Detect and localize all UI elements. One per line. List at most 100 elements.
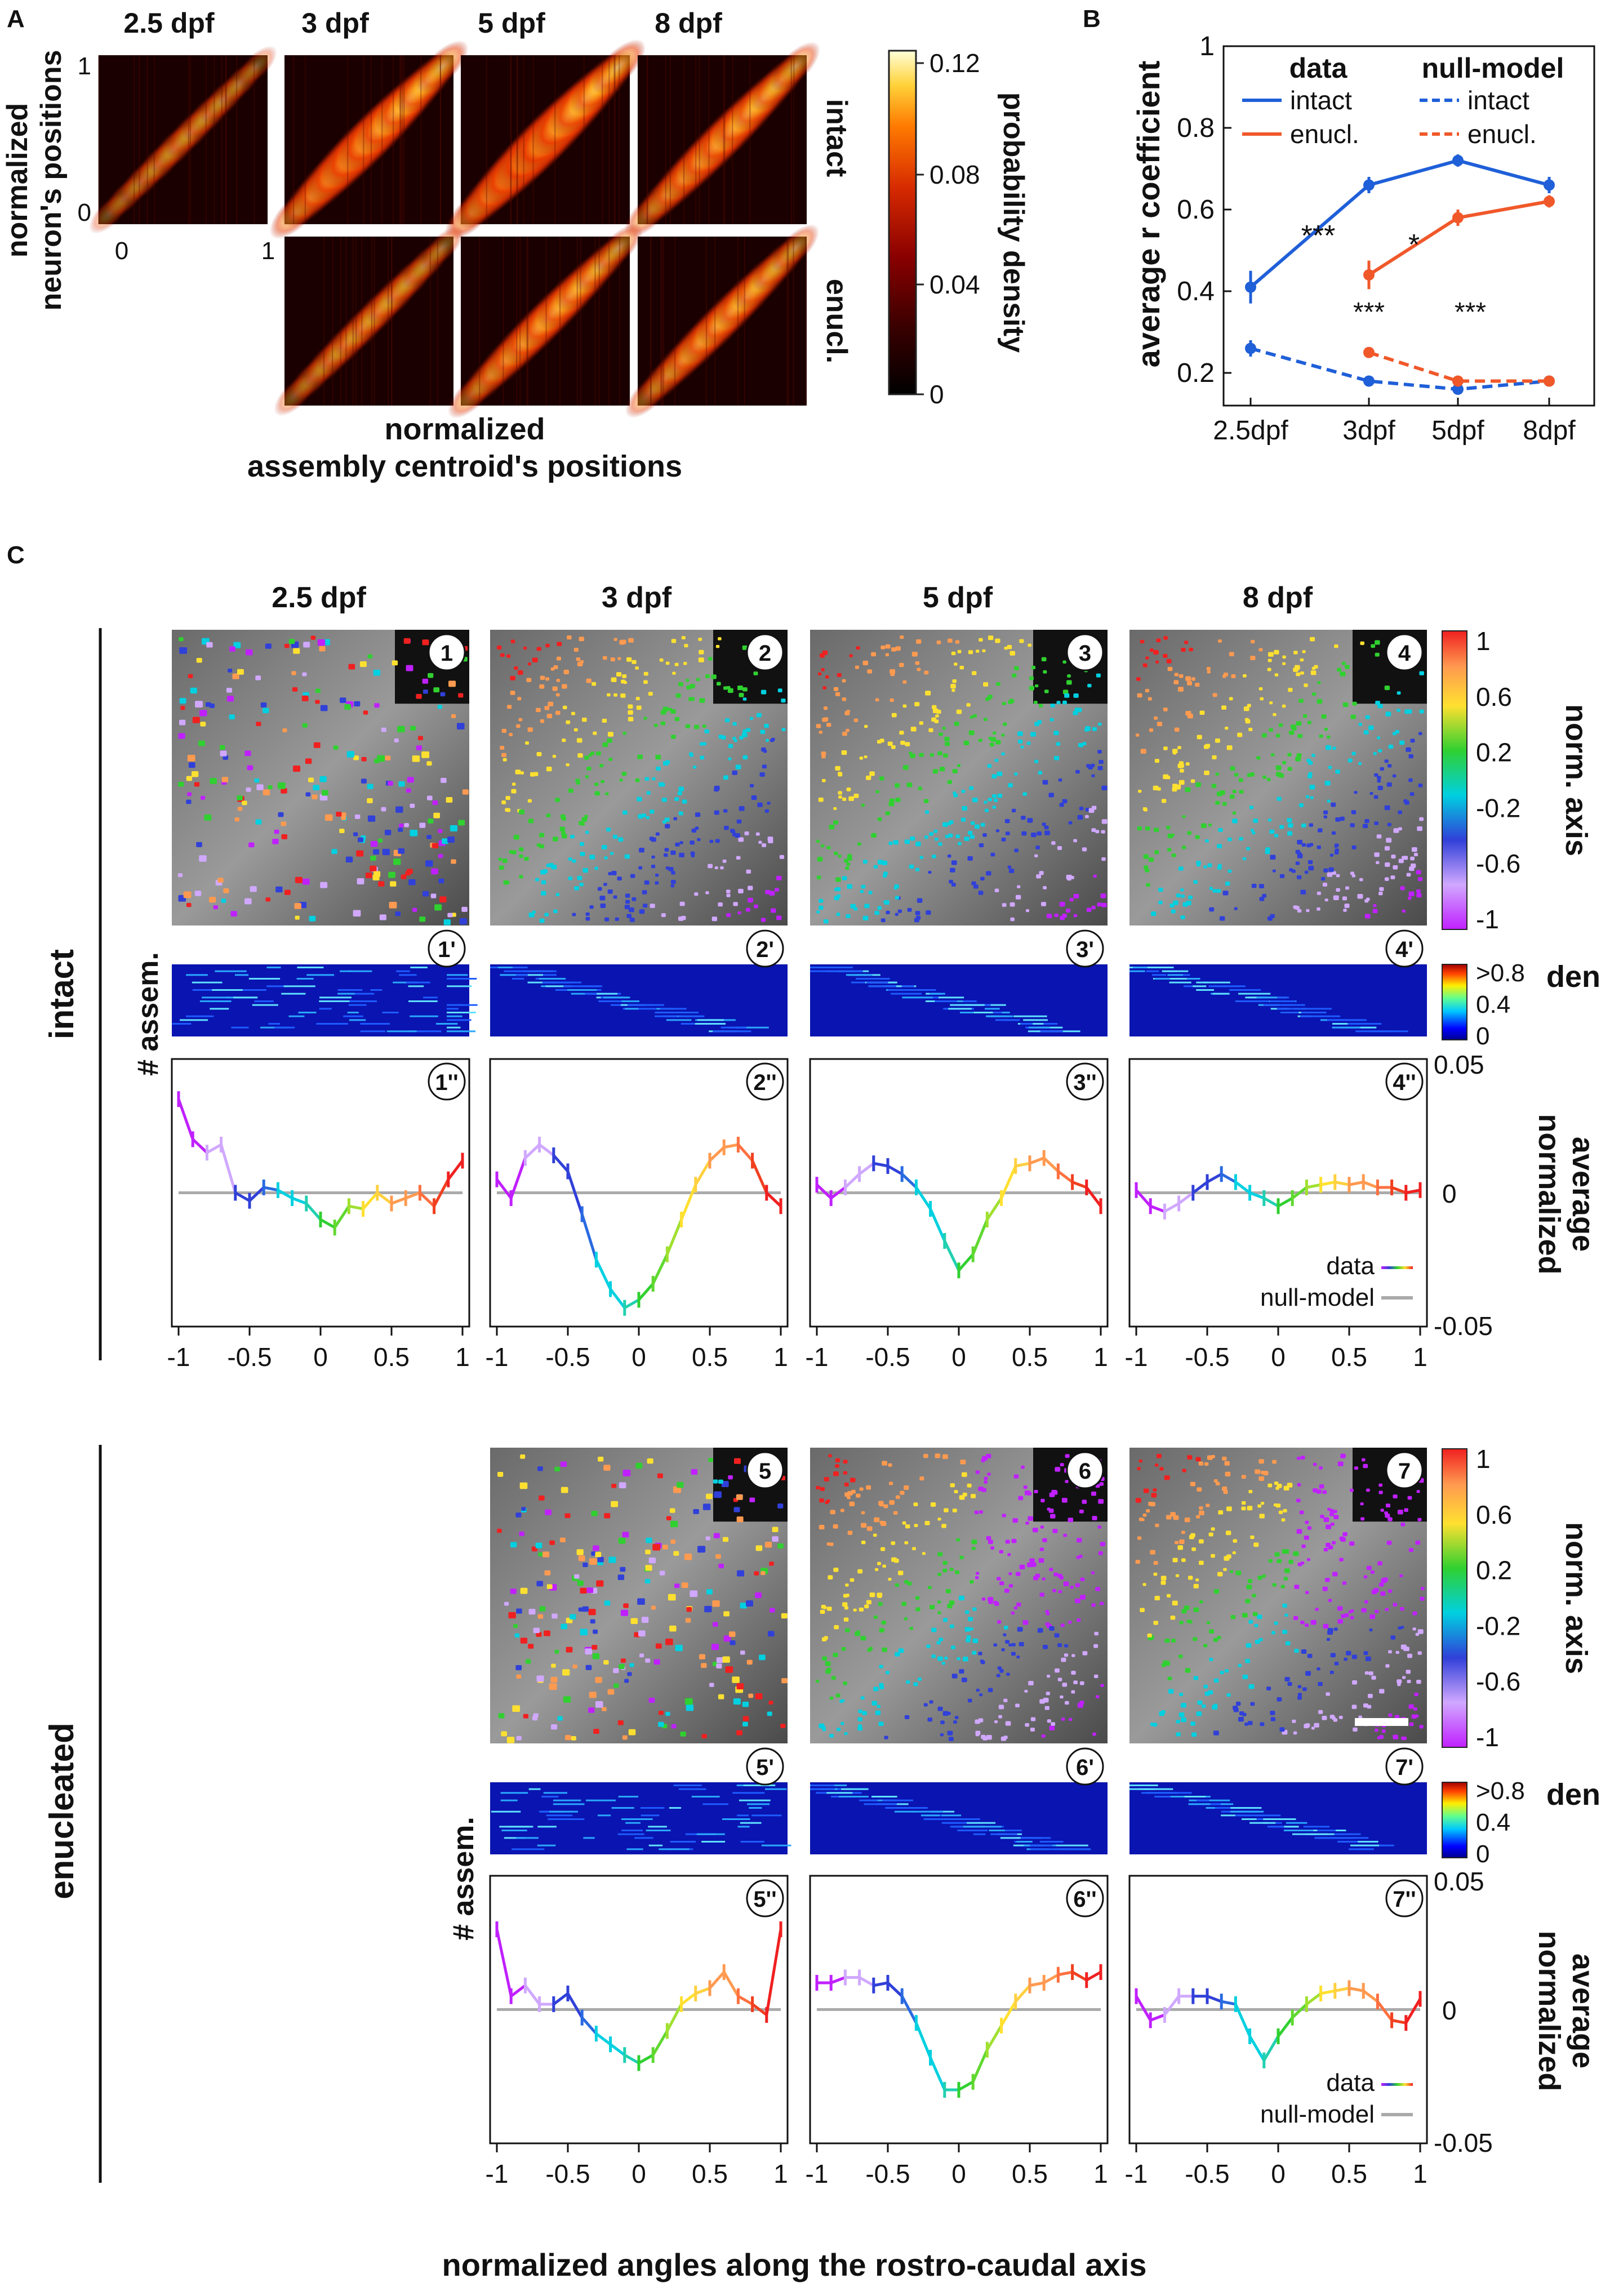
panelB-point bbox=[1452, 375, 1464, 387]
panelA-ylabel-line2: neuron's positions bbox=[35, 50, 68, 310]
panelA-xtick-left: 0 bbox=[115, 237, 128, 265]
heatmap-intact-3 bbox=[624, 42, 820, 238]
panelC-xtick: 1 bbox=[773, 2159, 788, 2188]
panelB-ytick: 1 bbox=[1199, 32, 1215, 61]
scale-bar bbox=[1355, 1718, 1408, 1726]
panelB-point bbox=[1544, 179, 1555, 191]
panelA-colorbar-tick: 0.04 bbox=[930, 270, 980, 299]
norm-axis-tick: 0.6 bbox=[1476, 1500, 1512, 1529]
panelC-xtick: 1 bbox=[1093, 1342, 1108, 1372]
badge-intact-dprime: 3'' bbox=[1073, 1070, 1096, 1095]
neuron-image-enucleated-2 bbox=[1129, 1448, 1427, 1743]
panelA-ytick-top: 1 bbox=[78, 52, 91, 80]
badge-intact: 3 bbox=[1079, 641, 1091, 666]
norm-axis-label: norm. axis bbox=[1559, 704, 1593, 856]
panelC-age-1: 3 dpf bbox=[602, 581, 672, 614]
panelC-xtick: 1 bbox=[1413, 1342, 1427, 1372]
avg-curve-intact-2: -1 -0.5 0 0.5 1 bbox=[806, 1058, 1109, 1372]
heatmap-enucl-3 bbox=[625, 224, 820, 419]
panelA-colorbar-tick: 0.12 bbox=[930, 48, 980, 78]
heatmap-intact-0 bbox=[89, 46, 277, 234]
panelC-xtick: 0 bbox=[951, 2159, 966, 2188]
dens-tick: 0.4 bbox=[1476, 991, 1510, 1018]
bottom-xlabel: normalized angles along the rostro-cauda… bbox=[442, 2247, 1147, 2282]
legend-null-intact: intact bbox=[1467, 86, 1529, 115]
norm-avg-label-1: normalized bbox=[1532, 1930, 1566, 2091]
badge-intact-prime: 3' bbox=[1076, 937, 1094, 962]
panelC-age-0: 2.5 dpf bbox=[272, 581, 366, 614]
badge-intact-dprime: 1'' bbox=[435, 1070, 458, 1095]
panelB-point bbox=[1452, 212, 1464, 224]
panelC-xtick: 1 bbox=[455, 1342, 470, 1372]
dens-tick: >0.8 bbox=[1476, 1777, 1525, 1805]
panelC-right-labels: 1 0.6 0.2 -0.2 -0.6 -1 norm. axis >0.8 0.4 0 dens.… bbox=[1434, 626, 1601, 2157]
panelB-ytick: 0.2 bbox=[1177, 358, 1215, 388]
legend-data: data bbox=[1326, 2069, 1375, 2097]
badge-intact-prime: 4' bbox=[1395, 937, 1413, 962]
density-strip-intact-2 bbox=[810, 964, 1108, 1036]
dens-label: dens. bbox=[1546, 1778, 1601, 1812]
panelC-xtick: 0 bbox=[313, 1342, 328, 1372]
panelC-xtick: -1 bbox=[1125, 2159, 1148, 2188]
panelB-point bbox=[1245, 281, 1256, 293]
norm-axis-tick: -0.2 bbox=[1476, 1611, 1520, 1640]
panel-label-a: A bbox=[7, 5, 25, 33]
panelA-colorbar-tick: 0.08 bbox=[930, 160, 980, 189]
badge-intact-prime: 1' bbox=[438, 937, 456, 962]
badge-enucleated: 6 bbox=[1079, 1459, 1091, 1484]
density-strip-enucleated-0 bbox=[490, 1782, 791, 1854]
panelA-colorbar-ticks: 0.12 0.08 0.04 0 bbox=[916, 48, 980, 409]
avg-curve-intact-0: -1 -0.5 0 0.5 1 bbox=[167, 1058, 470, 1372]
panelC-xtick: 0.5 bbox=[1331, 1342, 1367, 1372]
panelA-colorbar-tick: 0 bbox=[930, 380, 944, 409]
heatmap-intact-2 bbox=[444, 39, 646, 241]
panelB-xtick: 2.5dpf bbox=[1213, 416, 1288, 446]
badge-intact: 1 bbox=[441, 641, 453, 666]
neuron-image-enucleated-1 bbox=[810, 1448, 1108, 1743]
panelC-xtick: 0.5 bbox=[692, 2159, 728, 2188]
norm-avg-label-2: average bbox=[1566, 1137, 1600, 1252]
neuron-image-intact-1 bbox=[490, 630, 788, 925]
panelC-xtick: 0 bbox=[951, 1342, 966, 1372]
norm-axis-label: norm. axis bbox=[1559, 1522, 1593, 1674]
panelC-age-3: 8 dpf bbox=[1243, 581, 1313, 614]
norm-avg-tick: 0.05 bbox=[1434, 1050, 1484, 1079]
norm-axis-tick: -0.6 bbox=[1476, 1667, 1520, 1696]
panelC-xtick: -1 bbox=[486, 2159, 509, 2188]
heatmap-grid bbox=[89, 39, 820, 419]
norm-axis-colorbar-enucleated bbox=[1442, 1448, 1467, 1748]
dens-tick: >0.8 bbox=[1476, 959, 1525, 987]
panelB-point bbox=[1363, 346, 1375, 358]
norm-avg-tick: 0 bbox=[1442, 1179, 1457, 1208]
panelC-xtick: -0.5 bbox=[1185, 2159, 1229, 2188]
legend-null-model: null-model bbox=[1260, 2101, 1375, 2128]
panelB-ytick: 0.4 bbox=[1177, 277, 1215, 306]
panelC-xtick: -0.5 bbox=[1185, 1342, 1229, 1372]
panelC-xtick: 0.5 bbox=[1331, 2159, 1367, 2188]
panelC-xtick: 1 bbox=[773, 1342, 788, 1372]
panelC-body: 11'-1 -0.5 0 0.5 11''22'-1 -0.5 0 0.5 12''33'-1-… bbox=[167, 630, 1428, 2188]
panelB-xtick: 3dpf bbox=[1342, 416, 1395, 446]
panelB-series-line bbox=[1250, 346, 1550, 391]
neuron-image-enucleated-0 bbox=[490, 1448, 788, 1743]
panelA-age-3: 8 dpf bbox=[655, 7, 722, 39]
norm-avg-tick: 0.05 bbox=[1434, 1867, 1484, 1896]
avg-curve-intact-1: -1 -0.5 0 0.5 1 bbox=[486, 1058, 789, 1372]
badge-intact: 4 bbox=[1398, 641, 1411, 666]
heatmap-enucl-2 bbox=[448, 224, 643, 419]
panelB-point bbox=[1363, 269, 1375, 281]
panelC-xtick: 0.5 bbox=[1012, 1342, 1048, 1372]
group-label-intact: intact bbox=[43, 949, 81, 1039]
panelC-xtick: -0.5 bbox=[545, 1342, 590, 1372]
panelC-xtick: -1 bbox=[806, 1342, 829, 1372]
dens-tick: 0 bbox=[1476, 1022, 1489, 1050]
panelC-age-2: 5 dpf bbox=[923, 581, 993, 614]
panelC-xtick: 0.5 bbox=[692, 1342, 728, 1372]
norm-axis-tick: 0.6 bbox=[1476, 682, 1512, 711]
norm-axis-tick: 1 bbox=[1476, 1444, 1491, 1474]
neuron-image-intact-2 bbox=[810, 630, 1108, 925]
sig-stars-red: * bbox=[1408, 229, 1420, 261]
neuron-image-intact-3 bbox=[1129, 630, 1427, 925]
sig-stars-blue: *** bbox=[1301, 220, 1336, 252]
